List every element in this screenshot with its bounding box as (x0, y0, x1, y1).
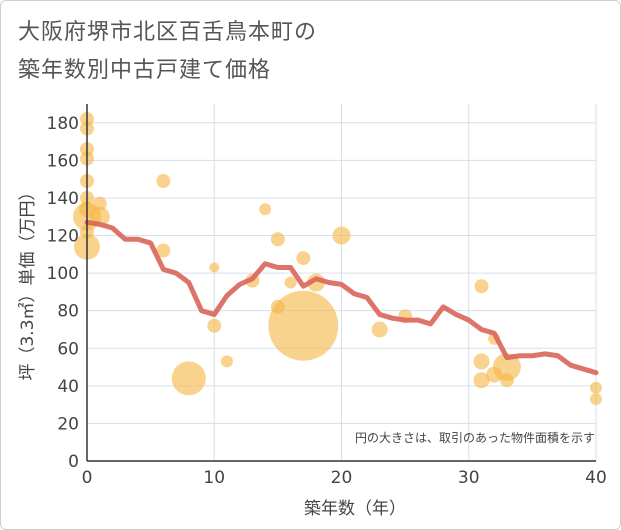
y-tick-label: 60 (57, 339, 79, 359)
y-tick-label: 0 (68, 452, 79, 472)
data-bubble (268, 290, 339, 361)
data-bubble (284, 276, 297, 289)
data-bubble (473, 372, 490, 389)
y-tick-label: 100 (47, 264, 79, 284)
y-tick-label: 140 (47, 189, 79, 209)
size-note: 円の大きさは、取引のあった物件面積を示す (355, 430, 595, 445)
y-axis-label: 坪（3.3㎡）単価（万円） (18, 183, 38, 380)
data-bubble (296, 251, 311, 266)
data-bubble (171, 361, 206, 396)
x-tick-label: 40 (585, 468, 607, 488)
data-bubble (474, 279, 489, 294)
x-tick-label: 10 (203, 468, 225, 488)
average-line (84, 219, 599, 376)
grid-lines (87, 104, 597, 461)
y-tick-label: 120 (47, 227, 79, 247)
data-bubble (590, 381, 602, 394)
data-bubble (220, 355, 233, 368)
y-tick-labels: 0 20 40 60 80 100 120 140 160 180 (47, 114, 79, 472)
data-bubble (209, 262, 220, 273)
data-bubble (270, 232, 285, 247)
y-tick-label: 40 (57, 377, 79, 397)
x-tick-label: 30 (458, 468, 480, 488)
data-bubble (92, 196, 107, 211)
data-bubble (207, 318, 222, 333)
x-tick-labels: 0 10 20 30 40 (82, 468, 607, 488)
data-bubble (259, 203, 272, 216)
x-axis-label: 築年数（年） (304, 499, 406, 519)
data-bubble (332, 226, 351, 245)
bubble-series (73, 112, 602, 405)
chart-title-line2: 築年数別中古戸建て価格 (18, 58, 272, 83)
data-bubble (156, 243, 171, 258)
average-line-series (84, 219, 599, 376)
data-bubble (492, 353, 521, 382)
y-tick-label: 180 (47, 114, 79, 134)
axes (86, 104, 596, 462)
y-tick-label: 160 (47, 151, 79, 171)
y-tick-label: 80 (57, 302, 79, 322)
data-bubble (156, 174, 171, 189)
x-tick-label: 0 (82, 468, 93, 488)
data-bubble (371, 321, 388, 338)
y-tick-label: 20 (57, 414, 79, 434)
x-tick-label: 20 (331, 468, 353, 488)
data-bubble (590, 392, 602, 405)
data-bubble (473, 353, 490, 370)
chart-title-line1: 大阪府堺市北区百舌鳥本町の (18, 20, 318, 45)
